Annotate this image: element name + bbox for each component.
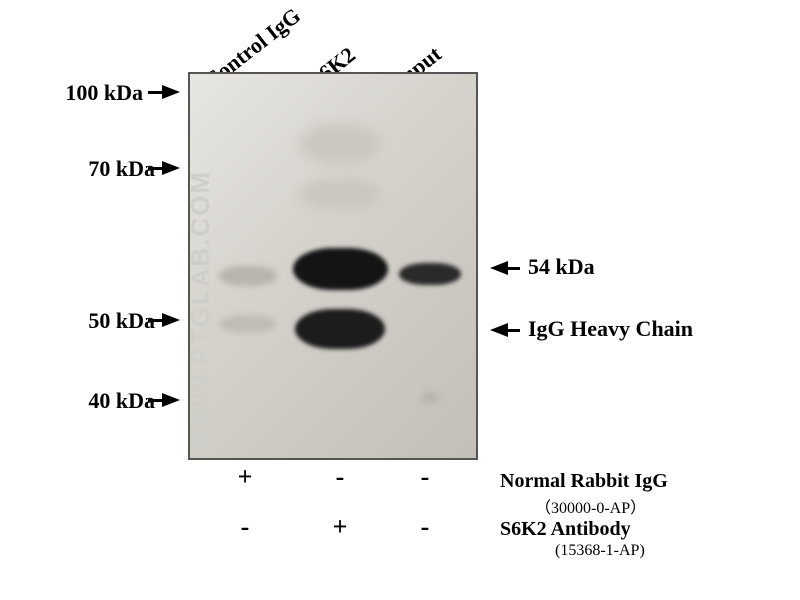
- condition-symbol: -: [330, 462, 350, 492]
- blot-band: [220, 315, 276, 333]
- western-blot: WWW.PTGLAB.COM: [188, 72, 478, 460]
- mw-label: 40 kDa: [60, 388, 155, 414]
- condition-symbol: -: [235, 512, 255, 542]
- condition-symbol: -: [415, 462, 435, 492]
- condition-symbol: +: [235, 462, 255, 492]
- antibody-catalog: （30000-0-AP）: [535, 494, 646, 518]
- mw-arrow: [148, 393, 180, 407]
- right-arrow: [490, 323, 520, 337]
- blot-band: [421, 392, 439, 404]
- mw-arrow: [148, 313, 180, 327]
- right-label-text: IgG Heavy Chain: [528, 316, 693, 342]
- mw-label: 50 kDa: [60, 308, 155, 334]
- right-label-text: 54 kDa: [528, 254, 595, 280]
- blot-band: [399, 263, 461, 285]
- condition-symbol: -: [415, 512, 435, 542]
- watermark-text: WWW.PTGLAB.COM: [188, 170, 216, 452]
- blot-band: [295, 309, 385, 349]
- lane-labels-group: Control IgG S6K2 Input: [0, 10, 800, 80]
- blot-band: [300, 179, 380, 209]
- antibody-label: S6K2 Antibody: [500, 518, 631, 541]
- blot-band: [293, 248, 388, 290]
- mw-label: 70 kDa: [60, 156, 155, 182]
- figure-container: Control IgG S6K2 Input 100 kDa 70 kDa 50 k…: [0, 0, 800, 600]
- right-arrow: [490, 261, 520, 275]
- antibody-label: Normal Rabbit IgG: [500, 470, 668, 493]
- blot-band: [300, 124, 380, 164]
- blot-band: [219, 266, 277, 286]
- mw-arrow: [148, 161, 180, 175]
- mw-label: 100 kDa: [48, 80, 143, 106]
- condition-symbol: +: [330, 512, 350, 542]
- mw-arrow: [148, 85, 180, 99]
- antibody-catalog: (15368-1-AP): [555, 542, 645, 560]
